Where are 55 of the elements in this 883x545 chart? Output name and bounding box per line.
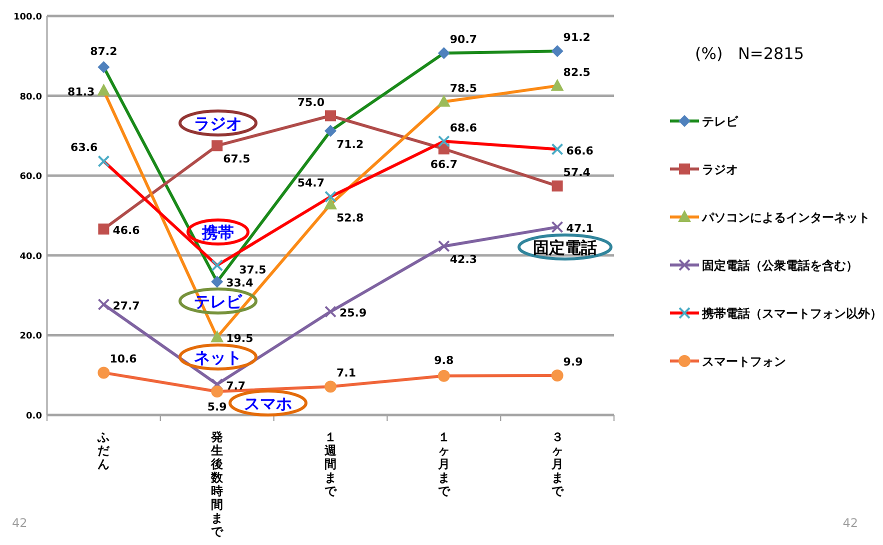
data-label: 54.7: [297, 176, 324, 190]
y-tick-label: 80.0: [20, 92, 42, 102]
x-tick-label: ふだん: [96, 430, 111, 471]
data-label: 10.6: [110, 352, 138, 366]
legend-label: パソコンによるインターネット: [701, 210, 870, 224]
legend-label: テレビ: [702, 114, 739, 128]
data-label: 25.9: [340, 306, 367, 320]
annotation: ネット: [194, 348, 242, 367]
y-tick-label: 0.0: [26, 412, 42, 422]
y-tick-label: 100.0: [14, 12, 42, 22]
data-label: 9.8: [434, 354, 454, 367]
text: 42: [12, 516, 28, 530]
annotation: ラジオ: [194, 114, 242, 133]
data-label: 27.7: [112, 299, 140, 312]
x-tick-label: １ヶ月まで: [436, 430, 451, 498]
data-label: 63.6: [70, 141, 98, 154]
data-label: 90.7: [450, 33, 478, 46]
legend-label: 携帯電話（スマートフォン以外）: [701, 306, 882, 320]
data-label: 66.6: [566, 144, 594, 158]
data-label: 9.9: [563, 356, 583, 368]
x-tick-label: 発生後数時間まで: [210, 430, 224, 538]
data-label: 82.5: [563, 66, 590, 79]
data-label: 81.3: [68, 86, 95, 99]
legend-label: 固定電話（公衆電話を含む）: [702, 258, 858, 272]
data-label: 5.9: [207, 400, 227, 414]
data-label: 75.0: [297, 96, 325, 109]
data-label: 7.1: [336, 366, 356, 380]
annotation: 携帯: [201, 223, 234, 242]
text: 42: [842, 516, 858, 530]
annotation: 固定電話: [533, 238, 597, 257]
annotation: スマホ: [244, 394, 292, 413]
data-label: 57.4: [563, 166, 591, 179]
legend-label: スマートフォン: [702, 354, 786, 368]
data-label: 47.1: [566, 222, 594, 236]
data-label: 67.5: [223, 152, 250, 166]
data-label: 46.6: [112, 224, 140, 238]
data-label: 42.3: [450, 253, 478, 266]
y-tick-label: 60.0: [20, 172, 42, 182]
y-tick-label: 40.0: [20, 252, 42, 262]
data-label: 68.6: [450, 121, 478, 134]
x-tick-label: １週間まで: [324, 430, 338, 498]
data-label: 78.5: [450, 82, 478, 95]
data-label: 19.5: [226, 332, 254, 346]
data-label: 33.4: [226, 276, 254, 290]
data-label: 37.5: [239, 263, 266, 276]
x-tick-label: ３ヶ月まで: [550, 430, 564, 498]
text: (%) N=2815: [695, 44, 804, 63]
y-tick-label: 20.0: [20, 332, 42, 342]
data-label: 87.2: [90, 45, 118, 58]
data-label: 52.8: [336, 211, 364, 224]
legend-label: ラジオ: [702, 162, 738, 176]
data-label: 7.7: [226, 379, 246, 392]
data-label: 71.2: [336, 138, 364, 151]
data-label: 66.7: [430, 158, 458, 171]
data-label: 91.2: [563, 31, 590, 44]
